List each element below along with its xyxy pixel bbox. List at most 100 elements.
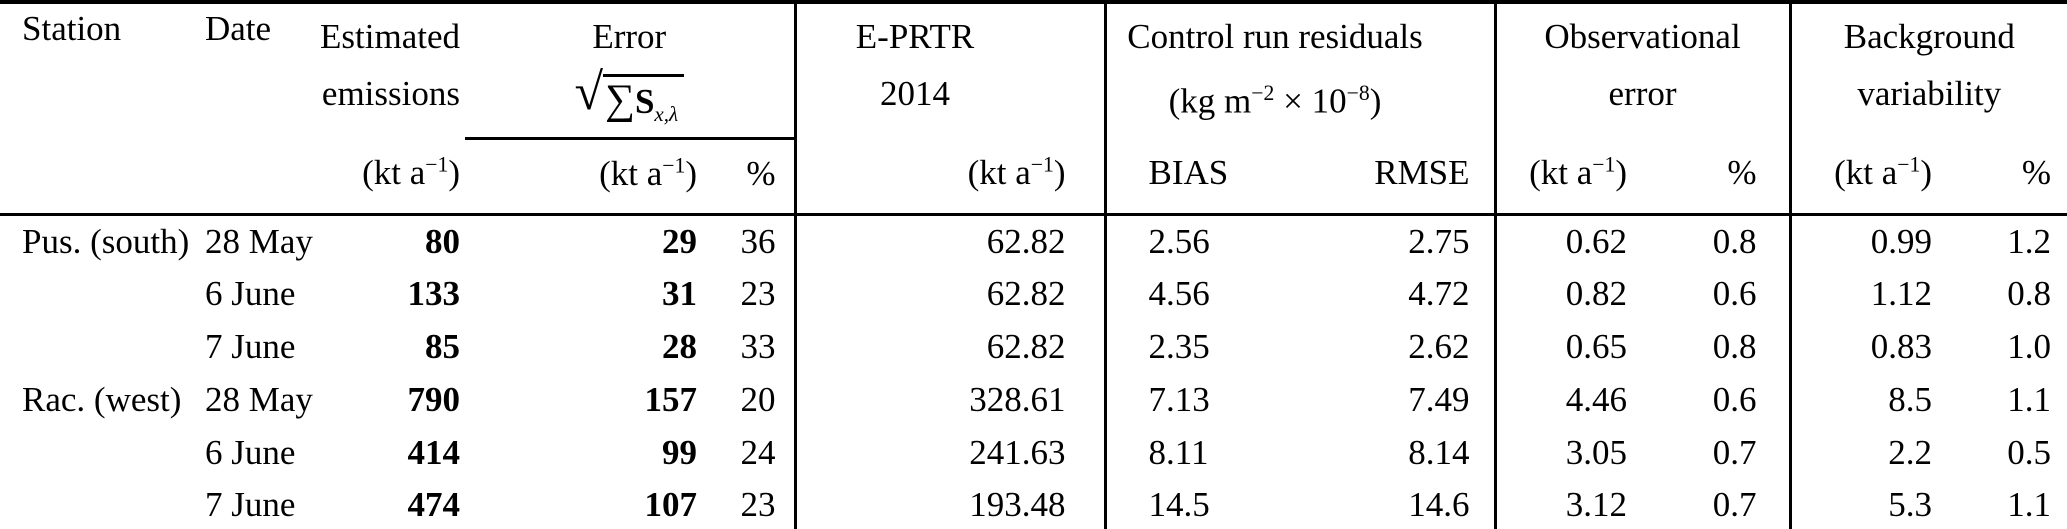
- error-sqrt-sum-formula: √∑Sx,λ: [465, 67, 794, 137]
- unit-kt-per-year: (kt a−1): [967, 152, 1066, 193]
- cell-rmse: 4.72: [1408, 274, 1470, 313]
- matrix-subscript: x,λ: [654, 102, 679, 126]
- unit-bias-label: BIAS: [1103, 138, 1256, 216]
- cell-error-kt: 107: [644, 485, 698, 524]
- cell-obs-kt: 0.65: [1493, 320, 1656, 374]
- header-control-title: Control run residuals: [1127, 17, 1423, 56]
- cell-error-kt: 157: [644, 380, 698, 419]
- radical-sign: √: [574, 64, 603, 121]
- cell-rmse: 8.14: [1408, 433, 1470, 472]
- cell-date: 7 June: [205, 485, 296, 524]
- cell-error-pct: 24: [740, 433, 776, 472]
- cell-station: [0, 268, 190, 321]
- cell-bg-pct: 1.1: [2007, 380, 2052, 419]
- cell-bg-kt: 5.3: [1788, 479, 1941, 529]
- cell-error-pct: 23: [740, 485, 776, 524]
- cell-rmse: 2.62: [1408, 327, 1470, 366]
- cell-rmse: 14.6: [1408, 485, 1470, 524]
- cell-eprtr: 62.82: [793, 214, 1106, 268]
- cell-estimated: 474: [407, 485, 461, 524]
- cell-estimated: 85: [425, 327, 460, 366]
- cell-bias: 8.11: [1103, 426, 1256, 480]
- header-station: Station: [22, 9, 122, 48]
- cell-station: Pus. (south): [22, 221, 190, 261]
- cell-obs-pct: 0.8: [1712, 327, 1757, 366]
- cell-error-pct: 20: [740, 380, 776, 419]
- header-observational-line1: Observational: [1544, 17, 1741, 56]
- cell-bg-kt: 8.5: [1788, 373, 1941, 427]
- cell-station: [0, 321, 190, 374]
- cell-estimated: 790: [407, 380, 461, 419]
- cell-estimated: 80: [425, 221, 460, 261]
- table-row: 6 June 414 99 24 241.63 8.11 8.14 3.05 0…: [0, 426, 2067, 480]
- control-unit-sup2: −8: [1346, 81, 1370, 105]
- header-row-groups: Station Date Estimated emissions Error √…: [0, 2, 2067, 140]
- cell-obs-pct: 0.6: [1712, 274, 1757, 313]
- header-background-line2: variability: [1857, 74, 2002, 113]
- header-observational-error: Observational error: [1493, 2, 1791, 139]
- header-estimated-line1: Estimated: [320, 17, 460, 56]
- header-estimated-emissions: Estimated emissions: [315, 2, 465, 139]
- table-row: 7 June 474 107 23 193.48 14.5 14.6 3.12 …: [0, 479, 2067, 529]
- cell-date: 6 June: [205, 433, 296, 472]
- unit-estimated-kt: (kt a−1): [315, 138, 465, 216]
- table-row: 6 June 133 31 23 62.82 4.56 4.72 0.82 0.…: [0, 267, 2067, 321]
- unit-empty-date: [190, 138, 315, 216]
- cell-error-pct: 23: [740, 274, 776, 313]
- control-unit-post: ): [1369, 81, 1382, 121]
- header-eprtr-line1: E-PRTR: [855, 17, 975, 56]
- cell-bg-pct: 1.2: [2007, 221, 2052, 261]
- cell-station: [0, 480, 190, 529]
- header-estimated-line2: emissions: [321, 74, 460, 113]
- cell-error-pct: 36: [740, 221, 776, 261]
- header-background-line1: Background: [1843, 17, 2015, 56]
- unit-kt-per-year: (kt a−1): [599, 153, 697, 193]
- cell-obs-pct: 0.8: [1712, 221, 1757, 261]
- table-row: Rac. (west) 28 May 790 157 20 328.61 7.1…: [0, 373, 2067, 427]
- cell-eprtr: 241.63: [793, 426, 1106, 480]
- unit-bg-percent: %: [1940, 138, 2067, 216]
- cell-obs-kt: 3.05: [1493, 426, 1656, 480]
- control-unit-pre: (kg m: [1168, 81, 1252, 121]
- cell-bias: 2.56: [1103, 214, 1256, 268]
- cell-eprtr: 62.82: [793, 320, 1106, 374]
- cell-bg-pct: 1.1: [2007, 485, 2052, 524]
- unit-rmse-label: RMSE: [1255, 138, 1496, 216]
- header-control-run-residuals: Control run residuals (kg m−2 × 10−8): [1103, 2, 1496, 139]
- cell-bg-kt: 0.99: [1788, 214, 1941, 268]
- cell-bg-pct: 0.5: [2007, 433, 2052, 472]
- cell-obs-pct: 0.7: [1712, 485, 1757, 524]
- cell-bg-kt: 1.12: [1788, 267, 1941, 321]
- cell-bg-kt: 0.83: [1788, 320, 1941, 374]
- cell-obs-kt: 4.46: [1493, 373, 1656, 427]
- cell-eprtr: 328.61: [793, 373, 1106, 427]
- cell-date: 28 May: [205, 380, 313, 419]
- cell-error-pct: 33: [740, 327, 776, 366]
- cell-bias: 2.35: [1103, 320, 1256, 374]
- unit-error-kt: (kt a−1): [465, 138, 705, 216]
- cell-bg-kt: 2.2: [1788, 426, 1941, 480]
- header-control-unit: (kg m−2 × 10−8): [1107, 65, 1444, 130]
- header-background-variability: Background variability: [1788, 2, 2067, 139]
- control-unit-mid: × 10: [1274, 81, 1347, 121]
- cell-estimated: 133: [407, 274, 461, 313]
- cell-date: 6 June: [205, 274, 296, 313]
- summation-sign: ∑: [604, 77, 635, 123]
- header-date: Date: [205, 9, 272, 48]
- cell-bg-pct: 0.8: [2007, 274, 2052, 313]
- cell-station: Rac. (west): [22, 380, 182, 419]
- header-eprtr: E-PRTR 2014: [793, 2, 1106, 139]
- cell-error-kt: 31: [662, 274, 697, 313]
- table-row: Pus. (south) 28 May 80 29 36 62.82 2.56 …: [0, 214, 2067, 268]
- cell-rmse: 2.75: [1408, 221, 1470, 261]
- cell-obs-pct: 0.6: [1712, 380, 1757, 419]
- cell-estimated: 414: [407, 433, 461, 472]
- matrix-S: S: [634, 82, 655, 121]
- cell-error-kt: 29: [662, 221, 697, 261]
- unit-kt-per-year: (kt a−1): [362, 152, 460, 193]
- unit-error-percent: %: [705, 138, 796, 216]
- cell-bias: 4.56: [1103, 267, 1256, 321]
- unit-obs-kt: (kt a−1): [1493, 138, 1656, 216]
